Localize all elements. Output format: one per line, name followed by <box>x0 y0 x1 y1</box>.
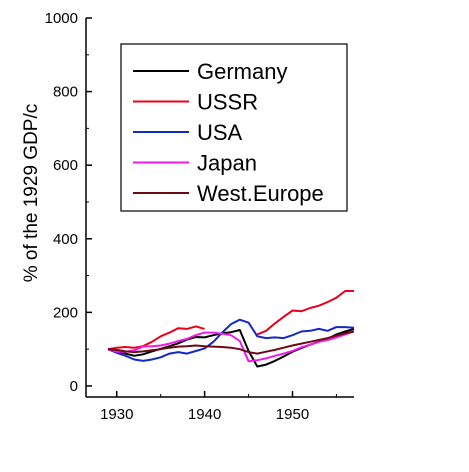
y-tick-label: 600 <box>53 157 78 174</box>
series-line-west-europe <box>107 330 354 355</box>
y-tick-label: 1000 <box>45 10 78 27</box>
x-tick-label: 1940 <box>188 406 221 423</box>
legend-label: USSR <box>197 90 258 115</box>
legend: Germany USSR USA Japan West.Europe <box>120 43 348 212</box>
series-line-usa <box>107 318 354 362</box>
legend-label: West.Europe <box>197 181 324 206</box>
axes: 0 200 400 600 800 1000 1930 1940 1950 <box>45 10 354 423</box>
legend-label: Germany <box>197 59 287 84</box>
series-line-ussr <box>107 290 354 351</box>
y-axis-label: % of the 1929 GDP/c <box>21 104 42 283</box>
y-tick-label: 0 <box>70 378 78 395</box>
series-line-japan <box>107 330 354 363</box>
legend-label: Japan <box>197 151 257 176</box>
y-tick-label: 800 <box>53 84 78 101</box>
plot-area <box>107 290 354 368</box>
legend-label: USA <box>197 120 243 145</box>
x-tick-label: 1930 <box>100 406 133 423</box>
y-tick-label: 200 <box>53 304 78 321</box>
y-tick-label: 400 <box>53 231 78 248</box>
series-lines <box>107 290 354 368</box>
x-tick-label: 1950 <box>276 406 309 423</box>
